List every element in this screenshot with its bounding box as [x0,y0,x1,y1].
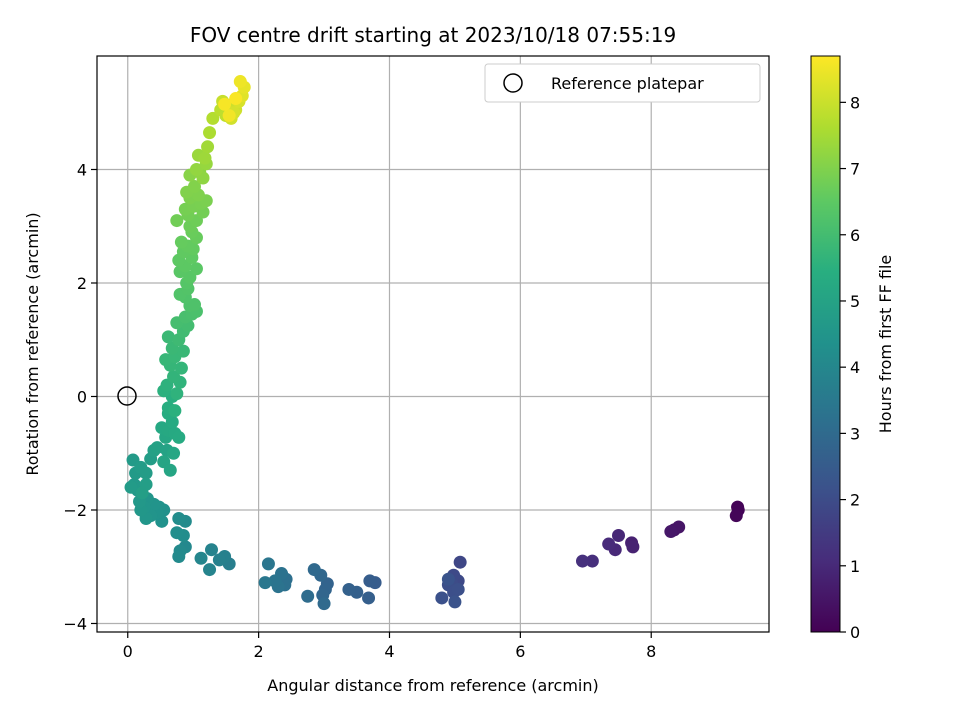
x-tick-label: 8 [646,642,656,661]
data-point [362,591,376,605]
data-point [174,361,188,375]
data-point [205,543,219,557]
data-point [187,298,201,312]
data-point [203,563,217,577]
x-tick-label: 6 [515,642,525,661]
colorbar-tick-label: 4 [850,358,860,377]
data-point [172,430,186,444]
data-point [307,563,321,577]
data-point [664,525,678,539]
colorbar-tick-label: 8 [850,93,860,112]
y-tick-label: −4 [63,614,87,633]
colorbar-tick-label: 7 [850,160,860,179]
y-axis-title: Rotation from reference (arcmin) [23,212,42,475]
data-point [576,554,590,568]
data-point [124,480,138,494]
data-point [168,404,182,418]
data-point [161,330,175,344]
colorbar-tick-label: 2 [850,491,860,510]
data-point [163,463,177,477]
legend-box [484,63,761,103]
data-point [189,162,203,176]
data-point [317,597,331,611]
data-point [729,509,743,523]
data-point [172,512,186,526]
data-point [170,526,184,540]
data-point [229,92,243,106]
chart-title: FOV centre drift starting at 2023/10/18 … [190,23,676,47]
y-tick-label: 0 [77,387,87,406]
data-point [203,126,217,140]
data-point [451,582,465,596]
data-point [206,111,220,125]
x-tick-label: 2 [254,642,264,661]
data-point [585,554,599,568]
colorbar-tick-label: 0 [850,623,860,642]
legend-label: Reference platepar [551,74,704,93]
data-point [261,557,275,571]
y-tick-label: 2 [77,274,87,293]
data-point [435,591,449,605]
data-point [174,235,188,249]
data-point [301,589,315,603]
colorbar-ticks: 0 1 2 3 4 5 6 7 8 [840,93,860,642]
y-tick-label: −2 [63,501,87,520]
data-point [342,582,356,596]
x-axis-ticks: 0 2 4 6 8 [123,632,656,661]
data-point [135,486,149,500]
scatter-points [124,75,745,611]
colorbar [810,55,841,633]
data-point [172,550,186,564]
data-point [441,572,455,586]
data-point [187,180,201,194]
data-point [626,540,640,554]
grid [97,56,769,632]
legend: Reference platepar [484,63,761,103]
y-axis-ticks: −4 −2 0 2 4 [63,160,97,633]
data-point [198,151,212,165]
data-point [212,553,226,567]
legend-marker [503,73,523,93]
data-point [453,555,467,569]
data-point [258,576,272,590]
colorbar-tick-label: 1 [850,557,860,576]
y-tick-label: 4 [77,160,87,179]
reference-point [117,386,137,406]
data-point [150,441,164,455]
data-point [176,344,190,358]
plot-background [97,56,769,632]
data-point [167,446,181,460]
data-point [170,387,184,401]
data-point [602,537,616,551]
x-tick-label: 4 [384,642,394,661]
data-point [448,595,462,609]
colorbar-title: Hours from first FF file [876,255,895,434]
colorbar-tick-label: 5 [850,292,860,311]
x-tick-label: 0 [123,642,133,661]
data-point [201,140,215,154]
data-point [189,262,203,276]
data-point [233,75,247,89]
data-point [268,574,282,588]
data-point [170,214,184,228]
data-point [612,529,626,543]
data-point [194,551,208,565]
x-axis-title: Angular distance from reference (arcmin) [267,676,598,695]
data-point [218,97,232,111]
plot-frame [96,55,770,633]
data-point [167,370,181,384]
data-point [222,109,236,123]
data-point [139,466,153,480]
colorbar-tick-label: 3 [850,424,860,443]
data-point [363,574,377,588]
colorbar-tick-label: 6 [850,226,860,245]
